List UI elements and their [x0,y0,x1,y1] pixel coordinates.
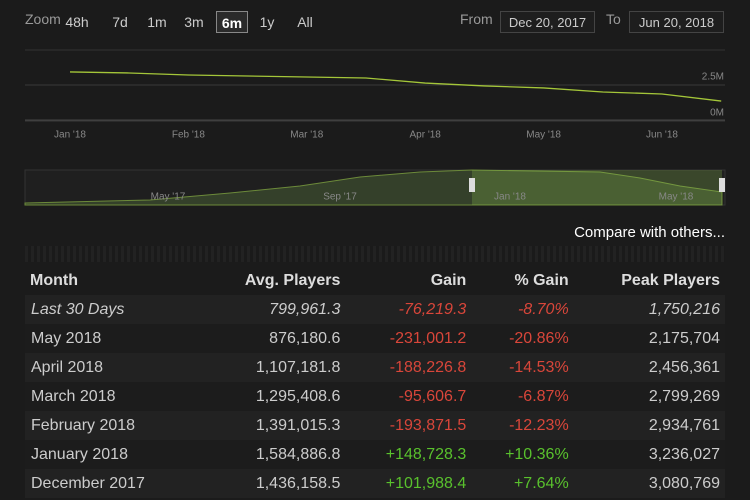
zoom-button[interactable]: 48h [65,14,89,30]
column-header: Peak Players [621,271,720,289]
x-tick-label: Apr '18 [410,130,442,141]
table-row: March 2018 1,295,408.6 -95,606.7 -6.87% 2,79… [25,382,725,411]
to-label: To [606,11,621,27]
table-row: May 2018 876,180.6 -231,001.2 -20.86% 2,175,… [25,324,725,353]
table-cell: -14.53% [471,353,574,382]
table-cell: January 2018 [25,440,199,469]
zoom-button[interactable]: All [297,14,313,30]
table-cell: 2,175,704 [573,324,725,353]
x-tick-label: Feb '18 [172,130,205,141]
zoom-button[interactable]: 1y [259,14,275,30]
table-cell: 3,236,027 [573,440,725,469]
column-header: Avg. Players [244,271,341,289]
table-cell: +7.64% [471,469,574,498]
table-cell: -8.70% [471,295,574,324]
table-cell: 876,180.6 [198,324,346,353]
y-tick-label: 2.5M [702,72,724,83]
navigator-area [24,169,723,206]
player-line [69,71,722,102]
table-cell: -12.23% [471,411,574,440]
table-cell: 799,961.3 [198,295,346,324]
table-cell: 2,934,761 [573,411,725,440]
table-cell: 1,391,015.3 [198,411,346,440]
table-cell: May 2018 [25,324,199,353]
column-header: Gain [430,271,467,289]
zoom-button[interactable]: 6m [216,11,248,33]
table-cell: -188,226.8 [345,353,472,382]
zoom-button[interactable]: 3m [184,14,204,30]
table-cell: +101,988.4 [345,469,472,498]
column-header: % Gain [514,271,569,289]
charts: 0M 2.5M Jan '18 Feb '18 Mar '18 Apr '18 May '1… [24,49,726,206]
table-cell: -193,871.5 [345,411,472,440]
table-cell: -95,606.7 [345,382,472,411]
table-cell: 2,799,269 [573,382,725,411]
table-cell: -231,001.2 [345,324,472,353]
table-cell: -76,219.3 [345,295,472,324]
table-cell: 1,436,158.5 [198,469,346,498]
zoom-label: Zoom [25,11,61,27]
navigator-label: May '18 [659,192,694,203]
x-tick-label: Jun '18 [646,130,678,141]
table-row: January 2018 1,584,886.8 +148,728.3 +10.36%… [25,440,725,469]
table-cell: 2,456,361 [573,353,725,382]
navigator-label: Jan '18 [494,192,526,203]
table-cell: Last 30 Days [25,295,199,324]
zoom-button[interactable]: 1m [147,14,167,30]
table-cell: +10.36% [471,440,574,469]
table-row: February 2018 1,391,015.3 -193,871.5 -12.23… [25,411,725,440]
table-row: Last 30 Days 799,961.3 -76,219.3 -8.70% 1,75… [25,295,725,324]
x-tick-label: Jan '18 [54,130,86,141]
table-cell: 1,295,408.6 [198,382,346,411]
navigator-handle[interactable] [469,178,475,192]
table-cell: -6.87% [471,382,574,411]
table-cell: -20.86% [471,324,574,353]
stats-table: Month Avg. Players Gain % Gain Peak Players L… [25,266,725,498]
table-cell: 3,080,769 [573,469,725,498]
to-date[interactable]: Jun 20, 2018 [629,11,724,33]
table-cell: +148,728.3 [345,440,472,469]
table-cell: March 2018 [25,382,199,411]
navigator-selection[interactable] [472,170,722,205]
separator [25,246,725,262]
from-date[interactable]: Dec 20, 2017 [500,11,595,33]
table-header: Month Avg. Players Gain % Gain Peak Players [25,266,725,295]
table-row: April 2018 1,107,181.8 -188,226.8 -14.53% 2,… [25,353,725,382]
compare-link[interactable]: Compare with others... [574,224,725,241]
table-cell: April 2018 [25,353,199,382]
navigator-handle[interactable] [719,178,725,192]
x-tick-label: May '18 [526,130,561,141]
table-cell: 1,584,886.8 [198,440,346,469]
x-tick-label: Mar '18 [290,130,323,141]
navigator-label: Sep '17 [323,192,357,203]
table-cell: February 2018 [25,411,199,440]
zoom-button[interactable]: 7d [112,14,128,30]
navigator-label: May '17 [151,192,186,203]
table-row: December 2017 1,436,158.5 +101,988.4 +7.64%… [25,469,725,498]
table-cell: December 2017 [25,469,199,498]
y-tick-label: 0M [710,108,724,119]
table-cell: 1,750,216 [573,295,725,324]
table-cell: 1,107,181.8 [198,353,346,382]
column-header: Month [30,271,78,289]
from-label: From [460,11,493,27]
